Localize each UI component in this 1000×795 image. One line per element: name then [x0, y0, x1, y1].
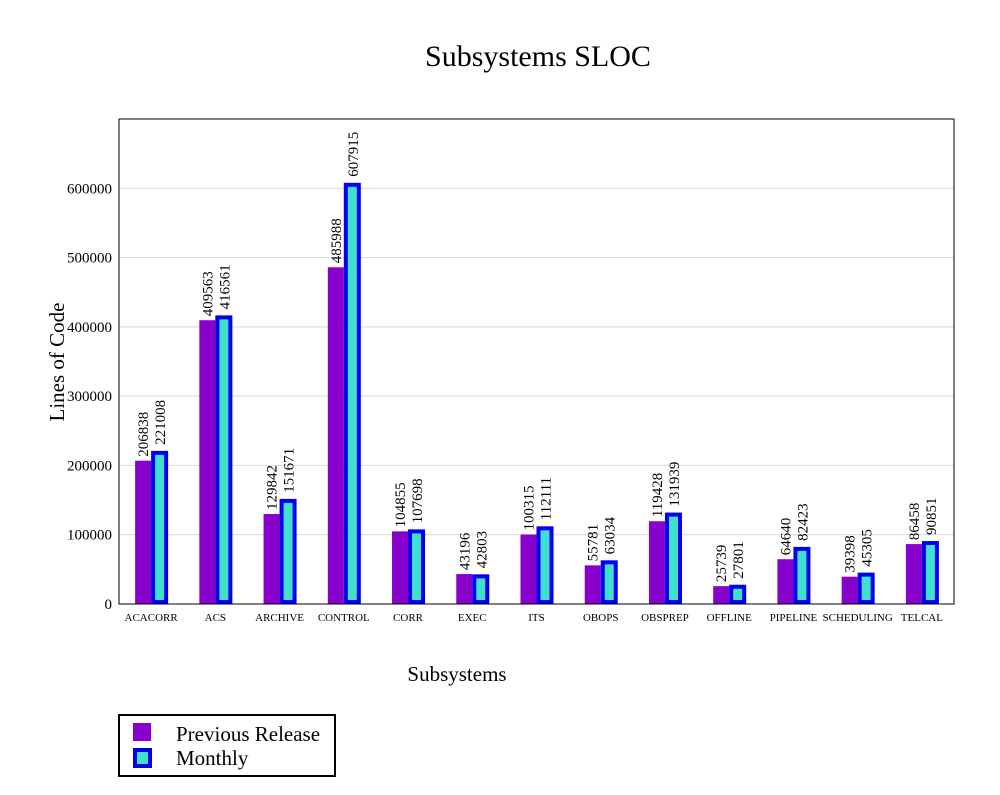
x-tick-label: ACS [205, 612, 226, 624]
x-tick-label: CORR [393, 612, 424, 624]
data-label-monthly: 607915 [346, 132, 362, 177]
bar-previous-release [263, 514, 280, 604]
bar-monthly [857, 572, 875, 604]
y-tick-label: 600000 [67, 181, 112, 197]
bar-previous-release [327, 267, 344, 604]
y-axis-label: Lines of Code [45, 303, 69, 422]
bar-previous-release [777, 559, 794, 604]
y-tick-label: 100000 [67, 528, 112, 544]
x-tick-label: ACACORR [125, 612, 179, 624]
bar-monthly [472, 574, 490, 604]
data-label-previous-release: 64640 [778, 518, 794, 556]
bar-monthly [343, 182, 361, 604]
bar-previous-release [713, 586, 730, 604]
data-label-monthly: 112111 [539, 477, 555, 520]
data-label-monthly: 131939 [667, 462, 683, 507]
bar-previous-release [456, 574, 473, 604]
data-label-monthly: 42803 [474, 531, 490, 569]
data-label-monthly: 107698 [410, 478, 426, 523]
bar-monthly [536, 526, 554, 605]
y-tick-label: 300000 [67, 389, 112, 405]
x-tick-label: SCHEDULING [823, 612, 893, 624]
bar-previous-release [199, 320, 216, 604]
bar-previous-release [584, 565, 601, 604]
data-label-previous-release: 39398 [843, 535, 859, 573]
bar-monthly [151, 450, 169, 604]
x-axis-label: Subsystems [407, 662, 506, 686]
data-label-monthly: 27801 [731, 541, 747, 579]
data-label-monthly: 63034 [603, 516, 619, 554]
bar-monthly [729, 584, 747, 604]
bar-monthly [793, 546, 811, 605]
data-label-previous-release: 206838 [136, 412, 152, 457]
data-label-monthly: 82423 [795, 503, 811, 541]
x-tick-label: OFFLINE [707, 612, 753, 624]
bar-monthly [408, 529, 426, 605]
bar-monthly [215, 315, 233, 604]
bar-monthly [664, 512, 682, 605]
data-label-previous-release: 100315 [522, 485, 538, 530]
data-label-previous-release: 119428 [650, 473, 666, 517]
data-label-previous-release: 43196 [457, 532, 473, 570]
plot-area-frame [118, 118, 955, 605]
legend-label-monthly: Monthly [176, 746, 249, 770]
x-tick-label: ARCHIVE [255, 612, 304, 624]
data-label-previous-release: 25739 [714, 545, 730, 583]
chart-title: Subsystems SLOC [425, 40, 651, 73]
bar-previous-release [905, 544, 922, 604]
data-label-monthly: 90851 [924, 498, 940, 536]
legend-frame [118, 714, 336, 777]
bar-previous-release [520, 534, 537, 604]
legend-swatch-monthly [133, 748, 152, 768]
x-tick-label: OBSPREP [641, 612, 689, 624]
y-tick-label: 400000 [67, 320, 112, 336]
bar-previous-release [648, 521, 665, 604]
data-label-previous-release: 55781 [586, 524, 602, 562]
legend-label-previous-release: Previous Release [176, 722, 320, 746]
x-tick-label: OBOPS [583, 612, 618, 624]
y-tick-label: 0 [105, 597, 113, 613]
bar-previous-release [135, 460, 152, 604]
legend-swatch-previous-release [133, 723, 151, 741]
data-label-previous-release: 86458 [907, 503, 923, 541]
bar-monthly [921, 541, 939, 604]
x-tick-label: TELCAL [901, 612, 943, 624]
data-label-previous-release: 409563 [200, 271, 216, 316]
bar-monthly [279, 498, 297, 604]
data-label-monthly: 45305 [860, 529, 876, 567]
bar-previous-release [841, 576, 858, 604]
legend: Previous Release Monthly [118, 714, 336, 777]
data-label-previous-release: 129842 [265, 465, 281, 510]
data-label-monthly: 151671 [282, 448, 298, 493]
data-label-monthly: 416561 [217, 264, 233, 309]
x-tick-label: CONTROL [318, 612, 370, 624]
y-tick-label: 200000 [67, 458, 112, 474]
data-label-previous-release: 104855 [393, 482, 409, 527]
data-label-previous-release: 485988 [329, 218, 345, 263]
x-tick-label: ITS [528, 612, 545, 624]
x-tick-label: PIPELINE [770, 612, 818, 624]
x-tick-label: EXEC [458, 612, 487, 624]
bar-monthly [600, 560, 618, 604]
bar-previous-release [392, 531, 409, 604]
y-tick-label: 500000 [67, 251, 112, 267]
data-label-monthly: 221008 [153, 400, 169, 445]
